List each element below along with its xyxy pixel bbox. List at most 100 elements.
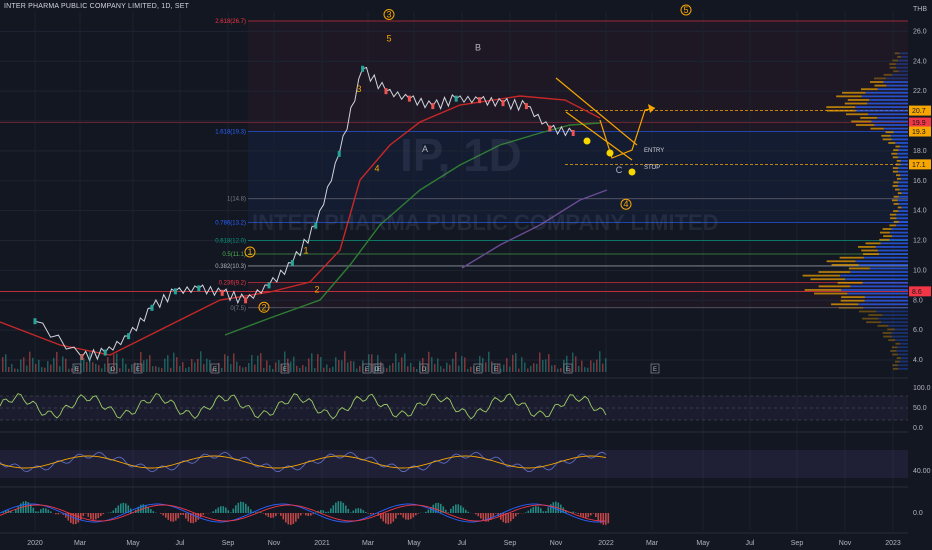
time-axis-label: Mar bbox=[362, 540, 375, 547]
volume-bar bbox=[347, 362, 349, 372]
macd-bar bbox=[265, 513, 267, 516]
time-axis-label: May bbox=[407, 540, 421, 547]
volume-profile-bar bbox=[897, 353, 908, 356]
volume-bar bbox=[338, 360, 340, 372]
macd-bar bbox=[352, 510, 355, 513]
macd-bar bbox=[602, 513, 605, 525]
macd-bar bbox=[397, 513, 400, 515]
price-candle bbox=[80, 354, 84, 361]
volume-bar bbox=[5, 354, 7, 372]
macd-bar bbox=[110, 512, 112, 513]
volume-bar bbox=[26, 365, 28, 372]
volume-bar bbox=[569, 368, 571, 372]
volume-bar bbox=[98, 365, 100, 372]
volume-bar bbox=[242, 367, 244, 372]
volume-profile-bar bbox=[901, 56, 908, 58]
volume-profile-bar bbox=[893, 131, 908, 134]
volume-profile-bar bbox=[898, 167, 908, 169]
elliott-wave-label: B bbox=[475, 42, 481, 52]
elliott-wave-label: 4 bbox=[374, 163, 379, 173]
volume-profile-bar bbox=[855, 106, 908, 109]
volume-bar bbox=[545, 359, 547, 372]
macd-bar bbox=[240, 501, 242, 513]
volume-profile-bar bbox=[898, 210, 908, 212]
volume-profile-bar bbox=[895, 142, 908, 144]
macd-bar bbox=[95, 513, 97, 520]
volume-profile-bar bbox=[895, 63, 908, 65]
volume-profile-bar bbox=[898, 156, 908, 159]
volume-profile-bar bbox=[865, 91, 908, 94]
volume-bar bbox=[413, 367, 415, 372]
volume-profile-bar bbox=[878, 317, 908, 320]
volume-profile-bar bbox=[870, 127, 884, 130]
macd-bar bbox=[390, 513, 392, 524]
volume-bar bbox=[524, 362, 526, 372]
volume-profile-bar bbox=[899, 145, 908, 148]
volume-profile-bar bbox=[888, 339, 896, 342]
event-marker-box bbox=[362, 363, 372, 374]
volume-profile-bar bbox=[879, 231, 890, 234]
macd-bar bbox=[550, 504, 552, 513]
time-axis-label: 2021 bbox=[314, 540, 330, 547]
volume-bar bbox=[497, 363, 499, 372]
macd-bar bbox=[140, 504, 142, 513]
macd-bar bbox=[222, 506, 225, 513]
volume-profile-bar bbox=[901, 192, 908, 195]
macd-bar bbox=[595, 513, 597, 518]
elliott-wave-label: 1 bbox=[247, 247, 252, 257]
macd-bar bbox=[530, 508, 532, 513]
macd-bar bbox=[247, 506, 250, 513]
price-badge-label: 20.7 bbox=[912, 108, 926, 115]
macd-bar bbox=[100, 513, 102, 517]
volume-profile-bar bbox=[898, 367, 908, 370]
time-axis-label: Sep bbox=[504, 540, 517, 547]
volume-profile-bar bbox=[892, 59, 898, 62]
volume-profile-bar bbox=[892, 367, 899, 370]
volume-profile-bar bbox=[892, 353, 898, 356]
macd-bar bbox=[275, 513, 277, 517]
event-marker-label: E bbox=[213, 367, 217, 373]
price-badge-label: 19.3 bbox=[912, 129, 926, 136]
volume-bar bbox=[263, 367, 265, 372]
volume-profile-bar bbox=[892, 170, 899, 173]
macd-bar bbox=[290, 513, 292, 525]
volume-profile-bar bbox=[858, 303, 908, 306]
macd-signal-line bbox=[0, 504, 607, 522]
macd-bar bbox=[340, 501, 342, 513]
volume-bar bbox=[506, 358, 508, 372]
volume-profile-bar bbox=[896, 213, 908, 216]
volume-profile-bar bbox=[899, 188, 908, 191]
volume-profile-bar bbox=[895, 145, 900, 148]
volume-bar bbox=[320, 357, 322, 372]
volume-bar bbox=[383, 367, 385, 372]
volume-bar bbox=[248, 363, 250, 372]
volume-profile-bar bbox=[889, 63, 896, 65]
volume-profile-bar bbox=[818, 285, 851, 288]
price-candle bbox=[501, 100, 505, 107]
volume-profile-bar bbox=[898, 203, 908, 205]
volume-profile-bar bbox=[868, 314, 883, 316]
volume-profile-bar bbox=[892, 156, 899, 159]
volume-profile-bar bbox=[886, 77, 908, 80]
macd-bar bbox=[102, 513, 105, 515]
volume-profile-bar bbox=[897, 59, 908, 62]
volume-bar bbox=[200, 351, 202, 372]
volume-bar bbox=[71, 368, 73, 372]
event-marker-label: D bbox=[422, 367, 427, 373]
macd-bar bbox=[367, 513, 370, 514]
volume-bar bbox=[551, 365, 553, 372]
volume-bar bbox=[449, 364, 451, 372]
volume-profile-bar bbox=[880, 321, 908, 324]
macd-bar bbox=[277, 513, 280, 514]
macd-bar bbox=[125, 503, 127, 513]
volume-profile-bar bbox=[897, 56, 902, 58]
volume-profile-bar bbox=[893, 149, 899, 152]
macd-bar bbox=[112, 510, 115, 513]
projection-arrowhead bbox=[648, 104, 655, 113]
volume-bar bbox=[20, 359, 22, 372]
volume-bar bbox=[494, 363, 496, 372]
watermark-symbol: IP, 1D bbox=[400, 129, 522, 181]
price-candle bbox=[33, 318, 37, 325]
macd-bar bbox=[605, 513, 607, 525]
